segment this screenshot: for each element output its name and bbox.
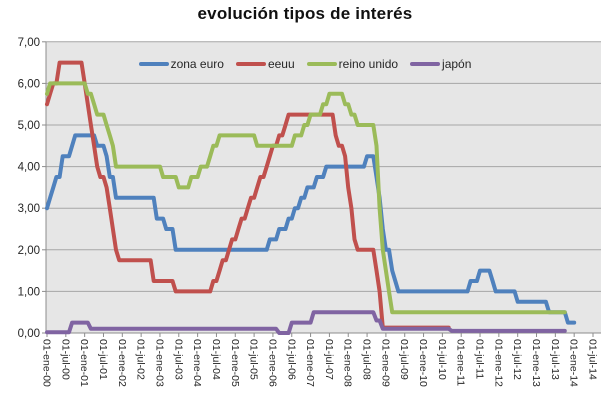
x-tick-label: 01-jul-06: [285, 339, 297, 380]
y-tick-label: 3,00: [18, 203, 40, 215]
x-tick-label: 01-jul-01: [97, 339, 109, 380]
chart-title: evolución tipos de interés: [197, 4, 413, 23]
x-tick-label: 01-ene-08: [342, 339, 354, 387]
x-tick-label: 01-ene-10: [417, 339, 429, 387]
x-tick-label: 01-ene-12: [492, 339, 504, 387]
x-tick-label: 01-jul-09: [398, 339, 410, 380]
x-tick-label: 01-jul-12: [511, 339, 523, 380]
x-tick-label: 01-ene-09: [379, 339, 391, 387]
x-tick-label: 01-jul-13: [549, 339, 561, 380]
x-tick-label: 01-ene-14: [568, 339, 580, 387]
x-tick-label: 01-ene-11: [455, 339, 467, 386]
x-tick-label: 01-ene-13: [530, 339, 542, 387]
series-line-japon: [45, 310, 567, 335]
series-line-eeuu: [45, 60, 451, 330]
y-tick-label: 5,00: [18, 120, 40, 132]
y-tick-label: 1,00: [18, 286, 40, 298]
x-tick-label: 01-ene-04: [191, 339, 203, 387]
series-line-zona-euro: [45, 133, 577, 325]
x-tick-label: 01-jul-02: [135, 339, 147, 380]
x-tick-label: 01-jul-07: [323, 339, 335, 380]
y-tick-label: 6,00: [18, 78, 40, 90]
x-tick-label: 01-jul-05: [248, 339, 260, 380]
y-tick-label: 0,00: [18, 328, 40, 340]
x-tick-label: 01-ene-00: [41, 339, 53, 387]
x-tick-label: 01-jul-08: [361, 339, 373, 380]
y-tick-label: 4,00: [18, 162, 40, 174]
x-tick-label: 01-ene-02: [116, 339, 128, 387]
x-tick-label: 01-ene-06: [266, 339, 278, 387]
x-tick-label: 01-ene-05: [229, 339, 241, 387]
x-tick-label: 01-jul-04: [210, 339, 222, 380]
x-tick-label: 01-ene-07: [304, 339, 316, 387]
y-tick-label: 2,00: [18, 245, 40, 257]
x-tick-label: 01-ene-01: [78, 339, 90, 387]
x-tick-label: 01-jul-03: [172, 339, 184, 380]
series-line-reino-unido: [45, 81, 567, 315]
x-tick-labels: 01-ene-00 01-jul-00 01-ene-01 01-jul-01 01-e…: [41, 339, 599, 387]
plot-area: [46, 41, 601, 334]
x-tick-label: 01-jul-11: [474, 339, 486, 379]
x-tick-label: 01-jul-10: [436, 339, 448, 380]
x-tick-label: 01-jul-00: [59, 339, 71, 380]
y-tick-label: 7,00: [18, 37, 40, 49]
x-tick-label: 01-jul-14: [587, 339, 599, 380]
y-tick-labels: 0,00 1,00 2,00 3,00 4,00 5,00 6,00 7,00: [18, 37, 40, 340]
x-tick-label: 01-ene-03: [153, 339, 165, 387]
